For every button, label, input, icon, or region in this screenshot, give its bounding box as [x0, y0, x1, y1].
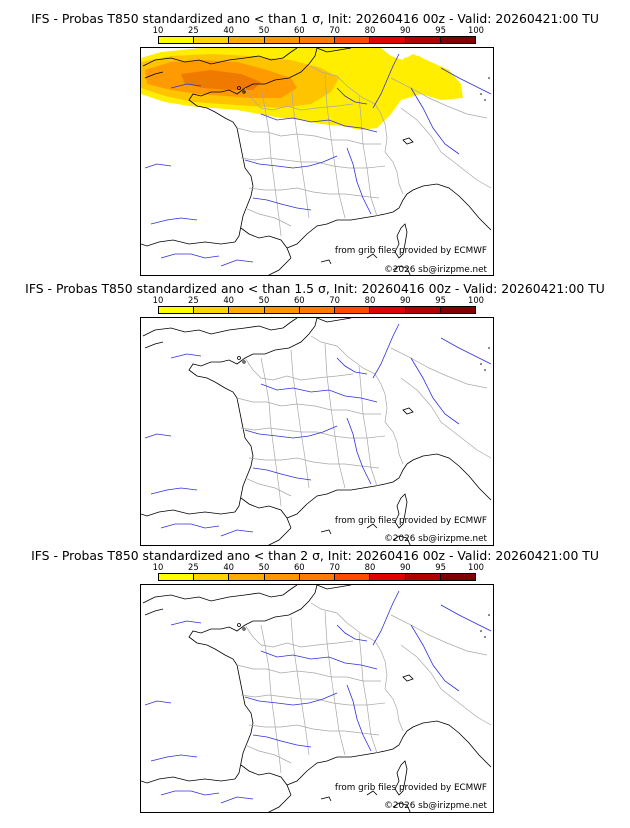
scale-segment — [335, 307, 371, 313]
panel-3-map-svg — [141, 585, 492, 812]
scale-tick: 10 — [152, 25, 164, 35]
source-credit: from grib files provided by ECMWF — [334, 783, 487, 793]
scale-segment — [159, 307, 195, 313]
panel-2-map: from grib files provided by ECMWF ©2026 … — [140, 317, 494, 546]
panel-3-scale-labels: 10 25 40 50 60 70 80 90 95 100 — [153, 562, 484, 572]
scale-tick: 70 — [329, 295, 340, 305]
scale-tick: 70 — [329, 562, 340, 572]
scale-segment — [405, 307, 441, 313]
scale-tick: 80 — [364, 25, 376, 35]
scale-tick: 60 — [293, 25, 305, 35]
scale-tick: 50 — [258, 25, 270, 35]
scale-tick: 40 — [223, 562, 234, 572]
basemap — [141, 585, 492, 812]
copyright-credit: ©2026 sb@irizpme.net — [384, 534, 487, 544]
scale-segment — [370, 574, 406, 580]
scale-tick: 100 — [468, 562, 484, 572]
scale-tick: 80 — [364, 562, 376, 572]
scale-tick: 50 — [258, 562, 270, 572]
panel-2-map-svg — [141, 318, 492, 545]
scale-tick: 40 — [223, 25, 234, 35]
scale-segment — [405, 37, 441, 43]
scale-segment — [335, 574, 371, 580]
scale-segment — [194, 574, 230, 580]
scale-segment — [370, 37, 406, 43]
scale-segment — [440, 307, 475, 313]
scale-tick: 95 — [435, 295, 446, 305]
scale-segment — [440, 37, 475, 43]
copyright-credit: ©2026 sb@irizpme.net — [384, 265, 487, 275]
panel-1-scale-labels: 10 25 40 50 60 70 80 90 95 100 — [153, 25, 484, 35]
scale-tick: 25 — [187, 25, 199, 35]
scale-tick: 60 — [293, 295, 305, 305]
panel-2-scale-labels: 10 25 40 50 60 70 80 90 95 100 — [153, 295, 484, 305]
panel-1-color-scale — [158, 36, 476, 44]
panel-2-color-scale — [158, 306, 476, 314]
scale-segment — [194, 37, 230, 43]
panel-1-map: from grib files provided by ECMWF ©2026 … — [140, 47, 494, 276]
scale-tick: 10 — [152, 562, 164, 572]
scale-segment — [299, 307, 336, 313]
scale-segment — [264, 307, 300, 313]
scale-tick: 10 — [152, 295, 164, 305]
scale-segment — [299, 574, 336, 580]
panel-2-title: IFS - Probas T850 standardized ano < tha… — [25, 281, 605, 296]
scale-segment — [264, 37, 300, 43]
panel-1-map-svg — [141, 48, 492, 275]
panel-1-title: IFS - Probas T850 standardized ano < tha… — [31, 11, 599, 26]
source-credit: from grib files provided by ECMWF — [334, 516, 487, 526]
scale-segment — [229, 37, 265, 43]
source-credit: from grib files provided by ECMWF — [334, 246, 487, 256]
scale-segment — [229, 574, 265, 580]
scale-tick: 80 — [364, 295, 376, 305]
copyright-credit: ©2026 sb@irizpme.net — [384, 801, 487, 811]
scale-tick: 90 — [399, 562, 411, 572]
scale-tick: 100 — [468, 25, 484, 35]
scale-segment — [159, 37, 195, 43]
scale-segment — [405, 574, 441, 580]
scale-tick: 70 — [329, 25, 340, 35]
scale-tick: 95 — [435, 562, 446, 572]
basemap — [141, 318, 492, 545]
scale-segment — [264, 574, 300, 580]
scale-tick: 95 — [435, 25, 446, 35]
panel-3-map: from grib files provided by ECMWF ©2026 … — [140, 584, 494, 813]
scale-tick: 25 — [187, 562, 199, 572]
scale-segment — [440, 574, 475, 580]
scale-tick: 90 — [399, 25, 411, 35]
scale-tick: 40 — [223, 295, 234, 305]
scale-segment — [299, 37, 336, 43]
scale-segment — [194, 307, 230, 313]
scale-segment — [335, 37, 371, 43]
panel-3-title: IFS - Probas T850 standardized ano < tha… — [31, 548, 599, 563]
scale-tick: 100 — [468, 295, 484, 305]
probability-field — [141, 48, 463, 130]
scale-tick: 50 — [258, 295, 270, 305]
scale-segment — [159, 574, 195, 580]
scale-tick: 60 — [293, 562, 305, 572]
scale-tick: 25 — [187, 295, 199, 305]
scale-segment — [229, 307, 265, 313]
scale-tick: 90 — [399, 295, 411, 305]
scale-segment — [370, 307, 406, 313]
panel-3-color-scale — [158, 573, 476, 581]
